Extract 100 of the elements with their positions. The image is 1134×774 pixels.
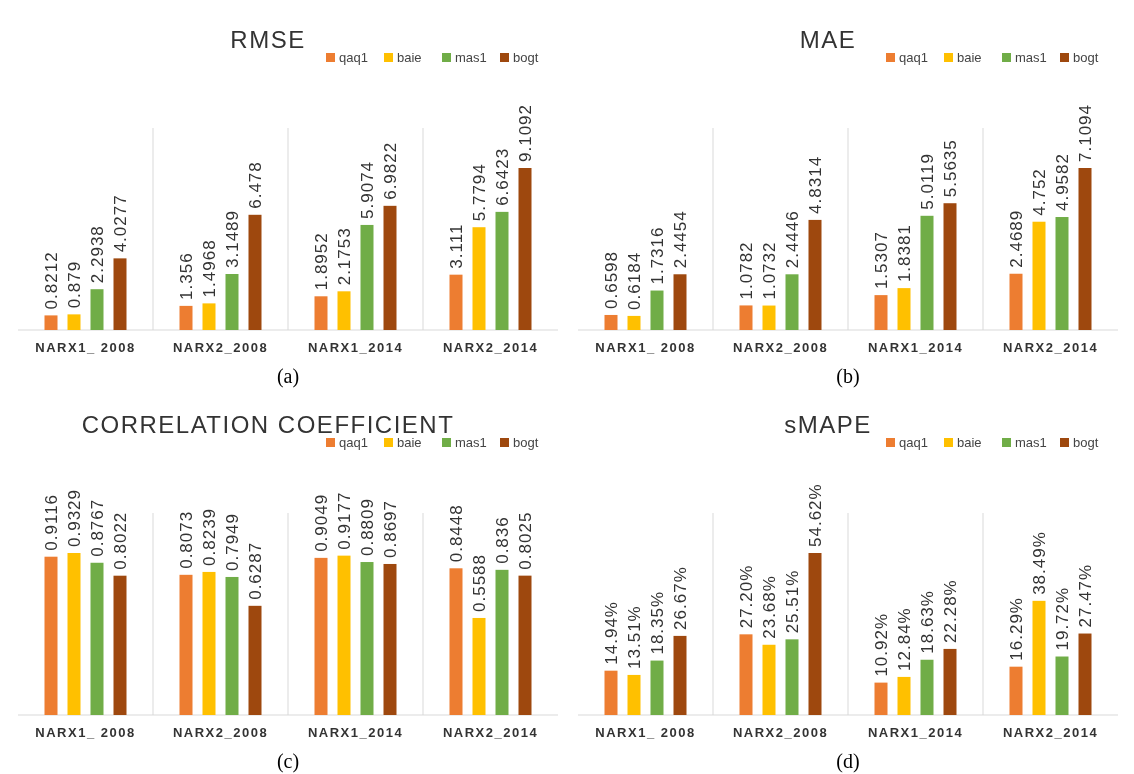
x-tick-label: NARX2_2014 (442, 340, 539, 355)
bar (67, 553, 81, 715)
data-label: 0.8022 (111, 511, 130, 570)
data-label: 38.49% (1030, 531, 1049, 595)
bar (472, 617, 486, 715)
data-label: 0.8767 (88, 498, 107, 557)
bar (449, 568, 463, 715)
legend-label: baie (397, 50, 422, 65)
data-label: 0.5588 (470, 553, 489, 612)
bar (495, 211, 509, 330)
data-label: 0.9329 (65, 489, 84, 547)
legend-label: bogt (513, 50, 539, 65)
bar (518, 575, 532, 715)
data-label: 0.8073 (177, 510, 196, 569)
data-label: 5.7794 (470, 163, 489, 222)
x-tick-label: NARX1_2014 (867, 725, 964, 740)
data-label: 1.356 (177, 252, 196, 300)
data-label: 7.1094 (1076, 104, 1095, 162)
bar (202, 571, 216, 715)
data-label: 54.62% (806, 483, 825, 547)
legend-label: bogt (1073, 435, 1099, 450)
legend-label: bogt (1073, 50, 1099, 65)
data-label: 27.47% (1076, 563, 1095, 628)
bar (808, 553, 822, 715)
data-label: 19.72% (1053, 586, 1072, 651)
bar (179, 305, 193, 330)
data-label: 9.1092 (516, 104, 535, 162)
data-label: 1.0732 (760, 241, 779, 300)
legend-label: baie (957, 50, 982, 65)
chart-title: MAE (799, 26, 857, 53)
bar (897, 676, 911, 715)
data-label: 0.8697 (381, 499, 400, 558)
text: (c) (276, 750, 300, 773)
bar (762, 305, 776, 330)
data-label: 1.8381 (895, 224, 914, 283)
bar (1055, 656, 1069, 715)
bar (785, 274, 799, 330)
chart-title: RMSE (230, 26, 306, 53)
x-tick-label: NARX2_2014 (1002, 725, 1099, 740)
data-label: 6.6423 (493, 147, 512, 206)
data-label: 0.7949 (223, 512, 242, 571)
bar (383, 563, 397, 715)
data-label: 1.4968 (200, 239, 219, 298)
legend-label: qaq1 (339, 435, 368, 450)
data-label: 4.0277 (111, 194, 130, 253)
x-tick-label: NARX2_2014 (1002, 340, 1099, 355)
data-label: 2.4446 (783, 210, 802, 269)
bar (673, 274, 687, 330)
data-label: 5.9074 (358, 160, 377, 219)
bar (67, 314, 81, 330)
bar (627, 674, 641, 715)
data-label: 13.51% (625, 605, 644, 669)
bar (808, 219, 822, 330)
bar (650, 290, 664, 330)
legend-label: bogt (513, 435, 539, 450)
bar (739, 634, 753, 715)
bar (874, 682, 888, 715)
bar (762, 644, 776, 715)
data-label: 12.84% (895, 607, 914, 671)
bar (1032, 600, 1046, 715)
bar (943, 648, 957, 715)
bar (202, 303, 216, 330)
x-tick-label: NARX1_ 2008 (595, 725, 696, 740)
bar (472, 227, 486, 330)
data-label: 0.9049 (312, 493, 331, 552)
data-label: 4.8314 (806, 155, 825, 214)
legend-label: baie (397, 435, 422, 450)
data-label: 4.9582 (1053, 153, 1072, 212)
data-label: 1.0782 (737, 241, 756, 300)
legend-label: qaq1 (339, 50, 368, 65)
data-label: 0.879 (65, 260, 84, 309)
bar (495, 569, 509, 715)
x-tick-label: NARX1_2014 (867, 340, 964, 355)
bar (739, 305, 753, 330)
x-tick-label: NARX2_2014 (442, 725, 539, 740)
bar (383, 205, 397, 330)
chart-title: CORRELATION COEFFICIENT (81, 411, 455, 438)
data-label: 0.8025 (516, 511, 535, 570)
data-label: 2.1753 (335, 227, 354, 286)
bar (650, 660, 664, 715)
data-label: 23.68% (760, 575, 779, 639)
data-label: 4.752 (1030, 168, 1049, 216)
legend-label: qaq1 (899, 50, 928, 65)
x-tick-label: NARX1_2014 (307, 340, 404, 355)
x-tick-label: NARX1_ 2008 (35, 725, 136, 740)
bar (225, 274, 239, 330)
legend-label: mas1 (1015, 435, 1047, 450)
bar (314, 557, 328, 715)
data-label: 27.20% (737, 564, 756, 629)
data-label: 6.478 (246, 161, 265, 209)
bar (604, 670, 618, 715)
x-tick-label: NARX1_ 2008 (595, 340, 696, 355)
bar (1009, 666, 1023, 715)
data-label: 0.8448 (447, 504, 466, 563)
x-tick-label: NARX2_2008 (172, 340, 269, 355)
bar (360, 224, 374, 330)
data-label: 1.7316 (648, 226, 667, 285)
data-label: 0.836 (493, 516, 512, 564)
bar (1009, 273, 1023, 330)
bar (1032, 221, 1046, 330)
